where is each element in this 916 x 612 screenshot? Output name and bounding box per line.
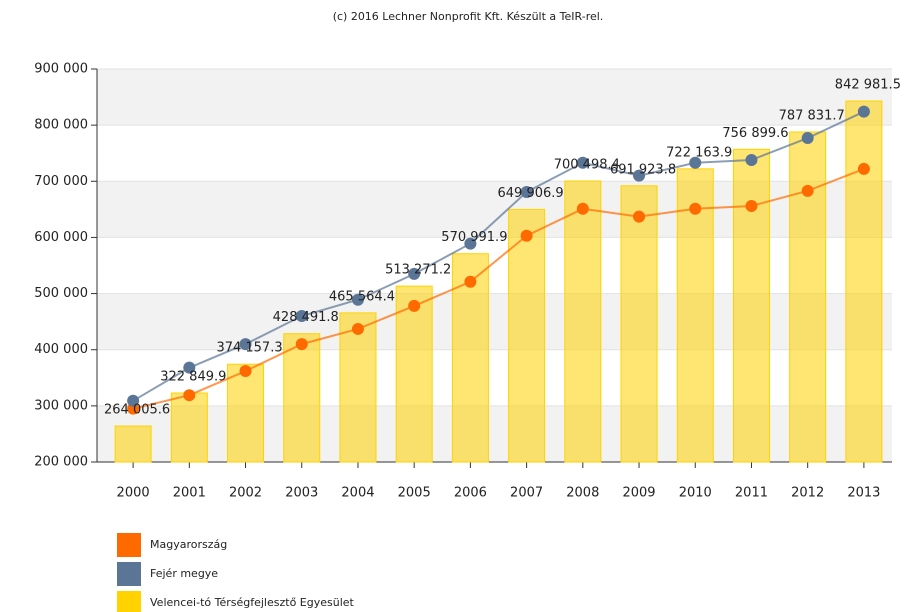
x-tick-label: 2007 <box>510 486 543 501</box>
point <box>689 202 702 215</box>
point <box>351 293 364 306</box>
y-tick-label: 700 000 <box>34 174 88 189</box>
x-tick-label: 2009 <box>622 486 655 501</box>
point <box>520 229 533 242</box>
bar <box>283 333 321 463</box>
data-label: 322 849.9 <box>160 370 226 385</box>
x-tick-label: 2005 <box>398 486 431 501</box>
grid-band <box>97 69 892 126</box>
point <box>239 365 252 378</box>
point <box>633 169 646 182</box>
point <box>295 338 308 351</box>
legend-swatch <box>117 533 141 557</box>
point <box>801 184 814 197</box>
bar <box>564 180 602 463</box>
x-tick-label: 2012 <box>791 486 824 501</box>
data-label: 570 991.9 <box>441 230 507 245</box>
data-label: 649 906.9 <box>498 186 564 201</box>
point <box>857 162 870 175</box>
grid-band <box>97 181 892 238</box>
point <box>745 199 758 212</box>
y-tick-label: 600 000 <box>34 230 88 245</box>
point <box>745 153 758 166</box>
data-label: 842 981.5 <box>835 78 901 93</box>
x-tick-label: 2003 <box>285 486 318 501</box>
x-tick-label: 2001 <box>173 486 206 501</box>
point <box>127 394 140 407</box>
data-label: 465 564.4 <box>329 289 395 304</box>
data-label: 722 163.9 <box>666 145 732 160</box>
point <box>408 299 421 312</box>
bar <box>451 253 489 463</box>
x-tick-label: 2011 <box>735 486 768 501</box>
y-tick-label: 400 000 <box>34 342 88 357</box>
point <box>689 156 702 169</box>
y-tick-label: 800 000 <box>34 118 88 133</box>
legend-swatch <box>117 562 141 586</box>
data-label: 264 005.6 <box>104 403 170 418</box>
point <box>857 105 870 118</box>
data-label: 428 491.8 <box>273 310 339 325</box>
y-tick-label: 900 000 <box>34 62 88 77</box>
bar <box>114 425 152 463</box>
point <box>520 185 533 198</box>
legend-text: Velencei-tó Térségfejlesztő Egyesület <box>150 596 355 609</box>
point <box>295 310 308 323</box>
point <box>801 132 814 145</box>
point <box>408 267 421 280</box>
y-tick-label: 300 000 <box>34 398 88 413</box>
bar <box>620 185 658 463</box>
point <box>464 237 477 250</box>
line <box>132 110 865 402</box>
line <box>132 168 865 410</box>
bar <box>676 168 714 463</box>
y-tick-label: 200 000 <box>34 455 88 470</box>
bar <box>339 312 377 463</box>
point <box>183 389 196 402</box>
x-tick-label: 2004 <box>341 486 374 501</box>
point <box>633 210 646 223</box>
legend-text: Fejér megye <box>150 567 218 580</box>
grid-band <box>97 405 892 462</box>
bar <box>845 100 883 463</box>
x-tick-label: 2008 <box>566 486 599 501</box>
point <box>464 275 477 288</box>
legend-text: Magyarország <box>150 538 227 551</box>
x-tick-label: 2010 <box>679 486 712 501</box>
bar <box>227 363 265 463</box>
point <box>576 156 589 169</box>
legend-swatch <box>117 591 141 612</box>
bar <box>170 392 208 463</box>
x-tick-label: 2006 <box>454 486 487 501</box>
point <box>351 322 364 335</box>
bar <box>395 285 433 463</box>
y-tick-label: 500 000 <box>34 286 88 301</box>
bar <box>732 148 770 463</box>
point <box>576 202 589 215</box>
data-label: 374 157.3 <box>216 341 282 356</box>
bar <box>508 208 546 463</box>
data-label: 700 498.4 <box>554 158 620 173</box>
data-label: 787 831.7 <box>779 108 845 123</box>
x-tick-label: 2000 <box>117 486 150 501</box>
x-tick-label: 2002 <box>229 486 262 501</box>
chart-title: (c) 2016 Lechner Nonprofit Kft. Készült … <box>333 10 604 23</box>
data-label: 691 923.8 <box>610 162 676 177</box>
bar <box>789 131 827 463</box>
data-label: 513 271.2 <box>385 263 451 278</box>
data-label: 756 899.6 <box>722 126 788 141</box>
point <box>183 361 196 374</box>
point <box>239 338 252 351</box>
x-tick-label: 2013 <box>847 486 880 501</box>
